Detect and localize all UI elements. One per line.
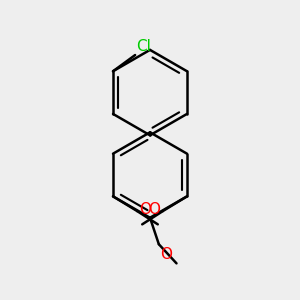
- Text: O: O: [160, 247, 172, 262]
- Text: O: O: [140, 202, 152, 217]
- Text: O: O: [148, 202, 160, 217]
- Text: Cl: Cl: [136, 39, 152, 54]
